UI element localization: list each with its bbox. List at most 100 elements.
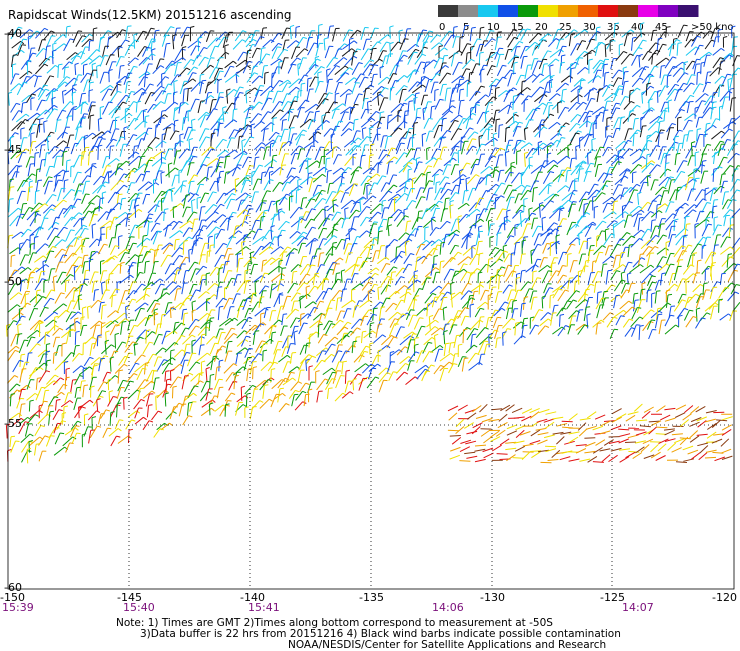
wind-barb <box>481 290 486 300</box>
wind-barb <box>476 95 485 103</box>
wind-barb-flag <box>30 30 33 32</box>
wind-barb <box>118 40 125 50</box>
wind-barb-flag <box>404 75 407 77</box>
wind-barb <box>49 146 55 154</box>
wind-barb-flag <box>135 225 139 226</box>
wind-barb-flag <box>174 80 178 81</box>
wind-barb-flag <box>556 271 560 272</box>
wind-barb <box>143 282 151 290</box>
wind-barb <box>315 130 316 140</box>
wind-barb-flag <box>21 50 24 52</box>
wind-barb-flag <box>607 181 611 182</box>
wind-barb-flag <box>558 29 562 30</box>
wind-barb <box>463 247 472 255</box>
wind-barb-flag <box>460 89 464 90</box>
wind-barb <box>686 47 696 56</box>
wind-barb-flag <box>643 40 647 41</box>
wind-barb-flag <box>730 88 734 89</box>
wind-barb-flag <box>451 101 455 102</box>
wind-barb-flag <box>243 154 247 155</box>
wind-barb-flag <box>54 109 58 110</box>
wind-barb <box>146 183 156 191</box>
wind-barb-flag <box>614 201 618 202</box>
wind-barb-flag <box>193 73 197 74</box>
wind-barb <box>702 224 708 236</box>
wind-barb-flag <box>353 56 357 58</box>
wind-barb-flag <box>403 51 407 52</box>
wind-barb-flag <box>502 183 506 184</box>
wind-barb-flag <box>392 272 396 273</box>
wind-barb <box>368 268 376 274</box>
wind-barb <box>316 291 323 302</box>
wind-barb <box>361 28 365 40</box>
wind-barb-flag <box>444 48 447 50</box>
wind-barb-flag <box>427 209 431 210</box>
wind-barb <box>196 184 200 194</box>
wind-barb-flag <box>38 295 41 297</box>
wind-barb-flag <box>563 266 567 267</box>
wind-barb <box>421 95 424 105</box>
wind-barb <box>98 119 99 131</box>
wind-barb <box>434 58 439 68</box>
wind-barb-flag <box>239 231 242 233</box>
wind-barb <box>65 287 74 298</box>
wind-barb-flag <box>173 206 177 207</box>
wind-barb-flag <box>367 185 371 186</box>
wind-barb-flag <box>245 210 248 212</box>
wind-barb-flag <box>198 37 202 38</box>
wind-barb-flag <box>409 101 413 102</box>
wind-barb <box>387 267 394 276</box>
wind-barb-flag <box>276 132 280 134</box>
wind-barb-flag <box>29 181 33 182</box>
wind-barb <box>161 289 164 299</box>
wind-barb-flag <box>129 114 132 116</box>
wind-barb <box>499 276 500 289</box>
wind-barb-flag <box>393 303 397 305</box>
wind-barb-flag <box>218 79 222 80</box>
wind-barb-flag <box>592 224 596 225</box>
wind-barb-flag <box>233 212 237 213</box>
wind-barb-flag <box>199 238 203 239</box>
wind-barb <box>415 257 417 271</box>
wind-barb-flag <box>209 167 213 168</box>
wind-barb <box>84 80 88 92</box>
wind-barb-flag <box>294 283 298 284</box>
wind-barb-flag <box>161 86 165 88</box>
wind-barb-flag <box>23 39 27 40</box>
wind-barb-flag <box>503 65 507 66</box>
wind-barb <box>242 215 245 226</box>
wind-barb <box>601 264 603 276</box>
wind-barb-flag <box>480 27 484 28</box>
wind-barb <box>360 247 367 256</box>
wind-barb <box>467 139 472 151</box>
wind-barb-flag <box>105 182 109 183</box>
wind-barb-flag <box>693 253 697 254</box>
wind-barb-flag <box>647 83 651 84</box>
wind-barb-flag <box>352 200 355 202</box>
wind-barb-flag <box>708 224 712 225</box>
wind-barb-flag <box>499 275 503 276</box>
wind-barb-flag <box>334 229 338 231</box>
wind-barb <box>470 28 472 41</box>
wind-barb-flag <box>92 224 96 225</box>
wind-barb <box>728 270 734 281</box>
wind-barb-flag <box>484 65 488 66</box>
wind-barb-flag <box>253 294 256 297</box>
wind-barb <box>603 111 605 122</box>
wind-barb-flag <box>260 86 264 87</box>
wind-barb <box>673 130 679 140</box>
wind-barb <box>271 211 282 220</box>
wind-barb-flag <box>109 37 113 38</box>
wind-barb-flag <box>53 276 57 277</box>
wind-barb-flag <box>488 295 492 296</box>
wind-barb <box>570 123 577 131</box>
wind-barb <box>298 217 300 230</box>
wind-barb <box>345 157 353 166</box>
wind-barb-flag <box>278 91 282 92</box>
wind-barb-flag <box>89 211 93 212</box>
wind-barb-flag <box>472 245 476 246</box>
wind-barb <box>73 245 81 256</box>
wind-barb-flag <box>562 55 566 56</box>
wind-barb-flag <box>298 91 302 92</box>
wind-barb-flag <box>87 73 91 74</box>
